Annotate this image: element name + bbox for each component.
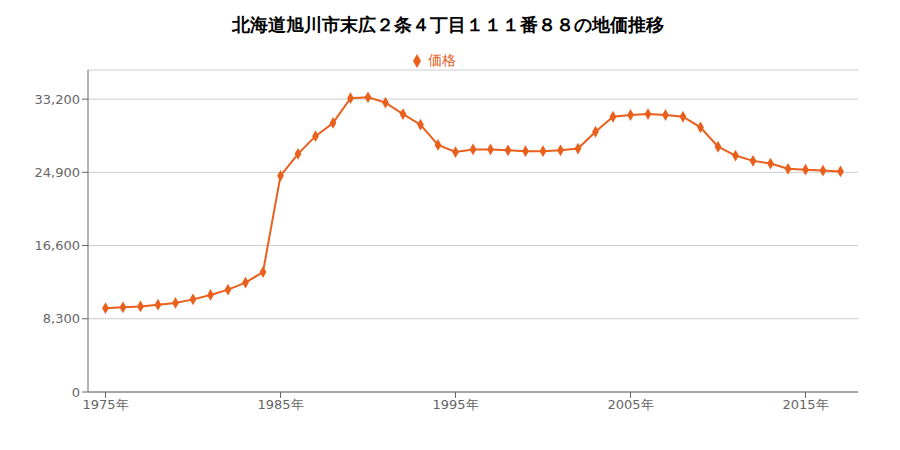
html-text:北海道旭川市末広２条４丁目１１１番８８の地価推移: 北海道旭川市末広２条４丁目１１１番８８の地価推移 [232,14,664,35]
svg-text:0: 0 [72,385,80,400]
svg-text:2005年: 2005年 [607,397,653,412]
svg-text:1985年: 1985年 [257,397,303,412]
html-text:価格: 価格 [428,52,456,68]
svg-text:16,600: 16,600 [35,238,81,253]
svg-text:1975年: 1975年 [82,397,128,412]
svg-text:33,200: 33,200 [35,92,81,107]
svg-text:24,900: 24,900 [35,165,81,180]
svg-text:8,300: 8,300 [43,311,80,326]
svg-text:2015年: 2015年 [782,397,828,412]
svg-text:1995年: 1995年 [432,397,478,412]
